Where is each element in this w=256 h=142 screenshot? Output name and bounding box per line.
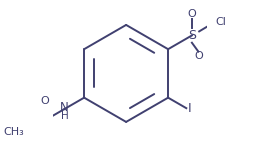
- Text: S: S: [188, 29, 196, 42]
- Text: O: O: [194, 51, 203, 61]
- Text: I: I: [188, 102, 191, 115]
- Text: O: O: [40, 96, 49, 106]
- Text: Cl: Cl: [215, 17, 226, 27]
- Text: CH₃: CH₃: [3, 127, 24, 137]
- Text: H: H: [61, 111, 68, 121]
- Text: N: N: [60, 101, 69, 114]
- Text: O: O: [188, 9, 196, 19]
